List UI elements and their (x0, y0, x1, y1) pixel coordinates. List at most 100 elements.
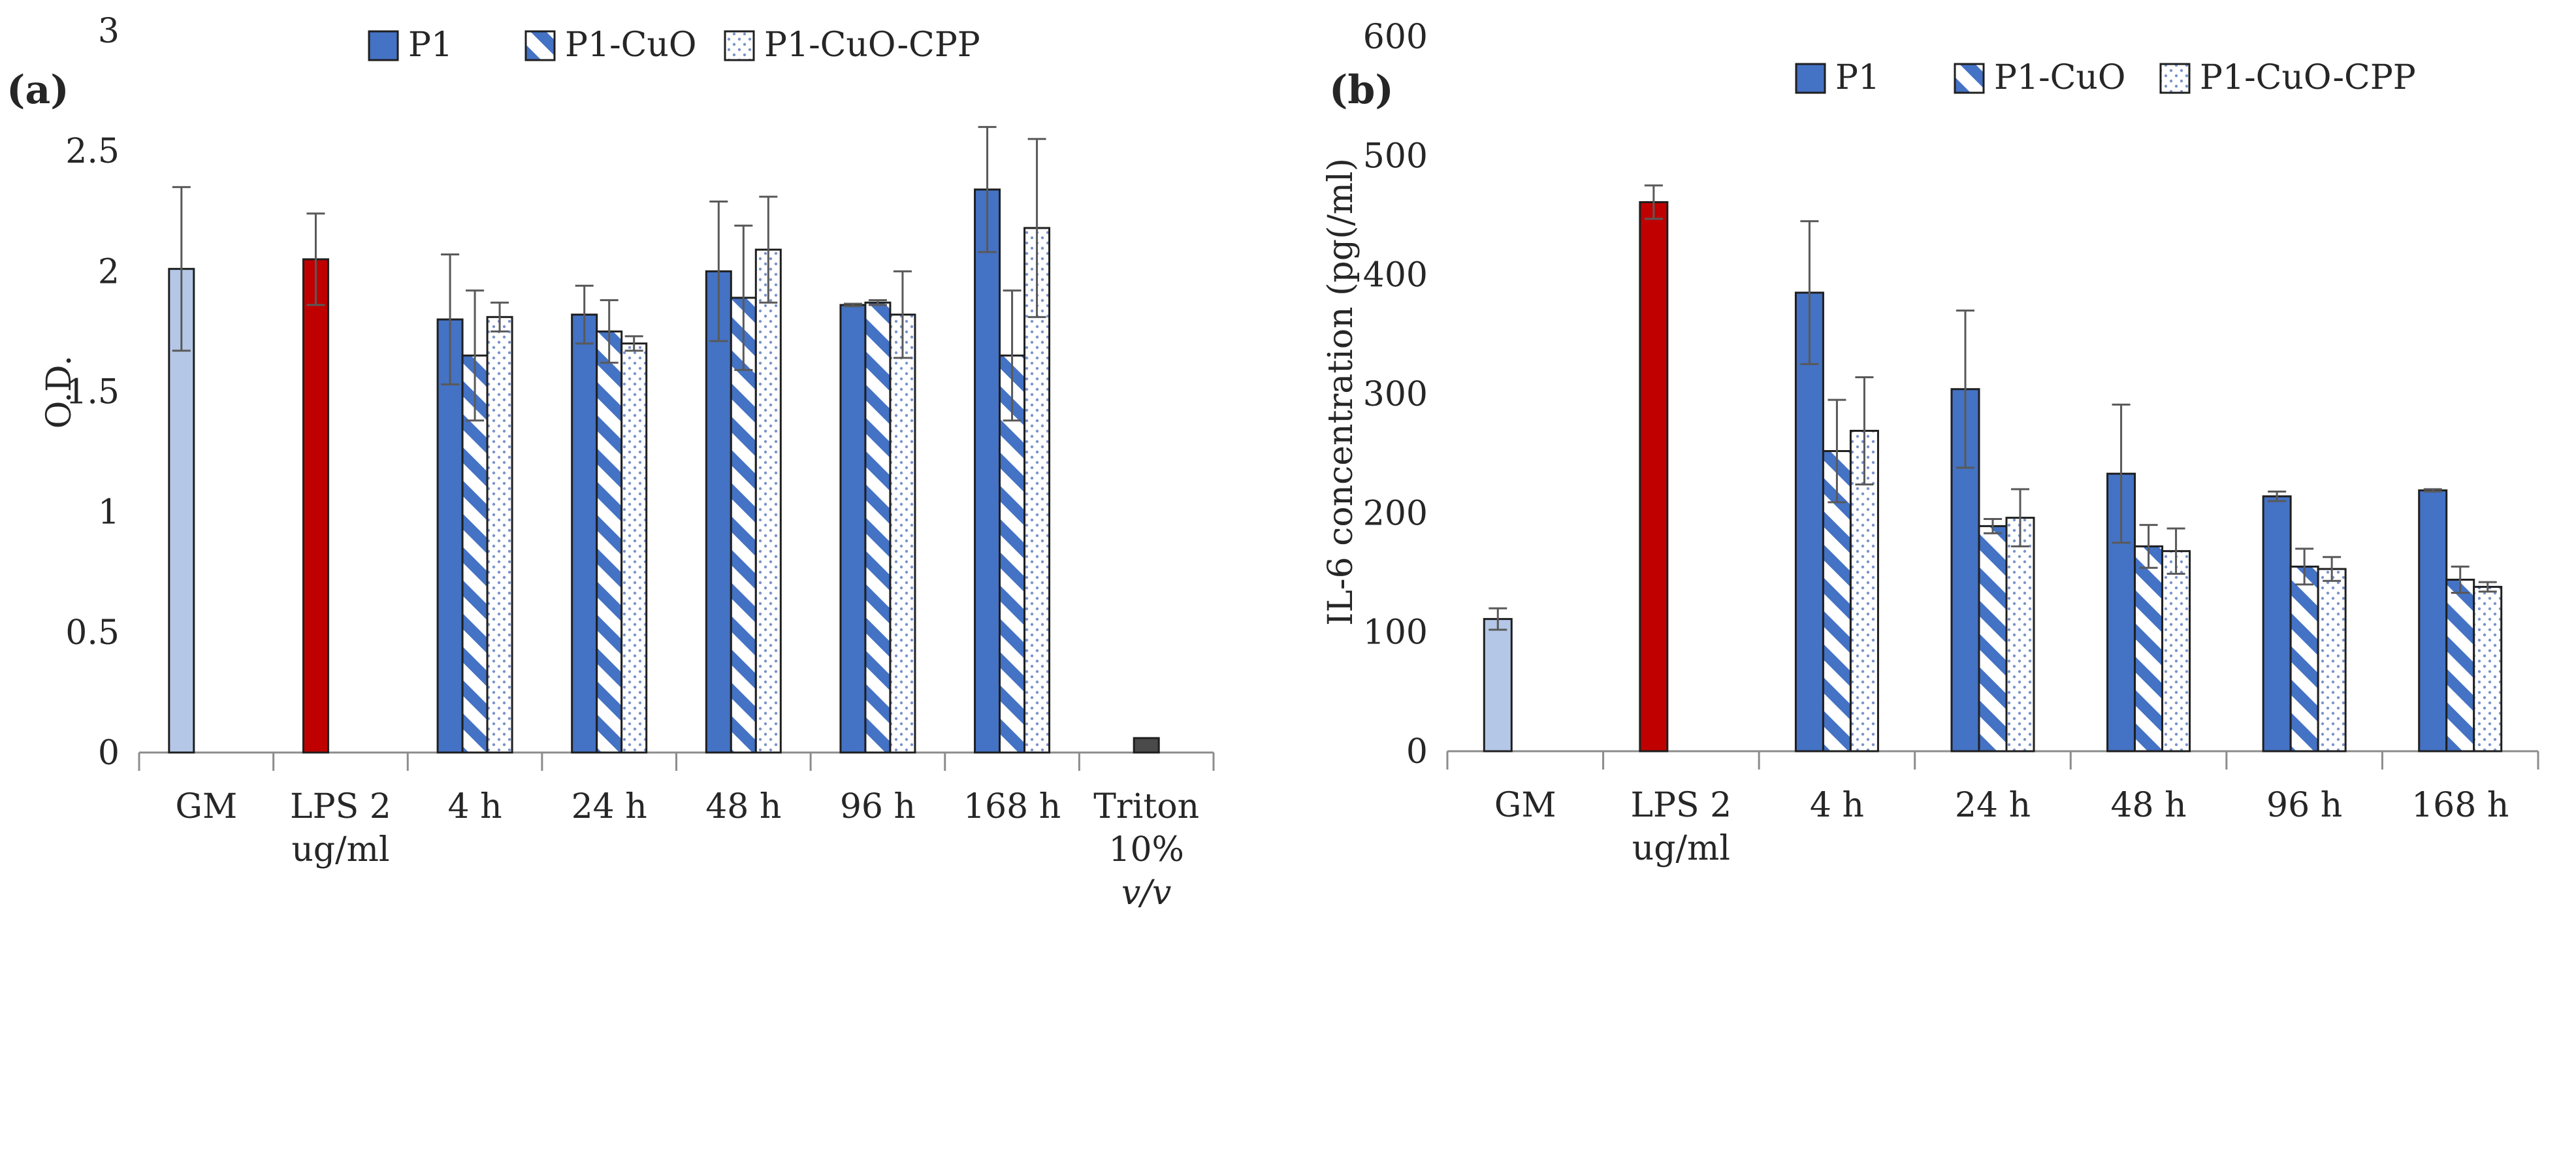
bar-b-24-h-p1-cuo (1978, 525, 2008, 753)
x-tick-label-b: GM (1494, 786, 1556, 825)
legend-swatch-b-p1-cuo-cpp (2159, 63, 2191, 94)
bar-b-96-h-p1-cuo (2289, 565, 2319, 753)
legend-swatch-b-p1-cuo (1954, 63, 1985, 94)
bar-b-lps-2-lps (1639, 201, 1669, 753)
legend-label-b-p1-cuo-cpp: P1-CuO-CPP (2200, 58, 2416, 97)
error-bar-b-96-h-p1-cuo-cpp (2323, 556, 2342, 582)
legend-label-a-p1-cuo-cpp: P1-CuO-CPP (764, 25, 980, 65)
legend-label-b-p1-cuo: P1-CuO (1994, 58, 2126, 97)
bar-b-48-h-p1-cuo-cpp (2161, 550, 2191, 753)
bar-b-168-h-p1 (2418, 489, 2448, 753)
bar-a-4-h-p1-cuo-cpp (486, 316, 513, 754)
error-bar-a-gm-gm (172, 186, 191, 352)
chart-panel-b: (b) IL-6 concentration (pg(/ml) 0 100 200 300… (1321, 18, 2539, 868)
x-tick-label-a: 24 h (572, 787, 647, 826)
error-bar-a-4-h-p1-cuo (466, 289, 485, 422)
chart-panel-a: (a) O.D. 0 0.5 1 1.5 2 2.5 3 GM LPS 2 ug/ml 4 h 24 h 4… (7, 12, 1215, 913)
y-tick-label-a: 0 (98, 734, 120, 773)
legend-label-a-p1-cuo: P1-CuO (565, 25, 697, 65)
bar-a-48-h-p1-cuo-cpp (754, 248, 782, 754)
legend-swatch-a-p1 (368, 30, 399, 61)
bar-b-24-h-p1-cuo-cpp (2005, 517, 2035, 753)
bar-b-168-h-p1-cuo-cpp (2473, 585, 2503, 753)
error-bar-a-168-h-p1-cuo-cpp (1027, 138, 1046, 318)
bar-a-4-h-p1-cuo (461, 354, 489, 754)
error-bar-a-48-h-p1 (709, 201, 728, 342)
legend-label-b-p1: P1 (1835, 58, 1880, 97)
error-bar-b-96-h-p1-cuo (2295, 547, 2314, 586)
bar-b-96-h-p1 (2262, 495, 2292, 753)
x-tick-label-a: GM (175, 787, 237, 826)
bar-b-gm-gm (1483, 618, 1513, 753)
error-bar-a-24-h-p1 (575, 284, 594, 345)
error-bar-a-96-h-p1-cuo-cpp (893, 270, 912, 359)
x-tick-label-a: 48 h (705, 787, 781, 826)
y-tick-label-a: 1 (98, 493, 120, 532)
y-tick-label-b: 200 (1363, 494, 1428, 533)
y-axis-title-b: IL-6 concentration (pg(/ml) (1321, 158, 1360, 626)
error-bar-a-24-h-p1-cuo (600, 299, 619, 364)
y-axis-title-a: O.D. (40, 355, 79, 429)
y-tick-label-b: 300 (1363, 375, 1428, 414)
error-bar-a-168-h-p1 (978, 125, 997, 253)
x-tick-label-b: 4 h (1810, 786, 1864, 825)
y-tick-label-b: 0 (1406, 732, 1428, 771)
error-bar-a-48-h-p1-cuo (734, 224, 753, 371)
error-bar-b-48-h-p1-cuo-cpp (2166, 527, 2185, 575)
y-tick-label-a: 0.5 (65, 613, 120, 653)
error-bar-b-48-h-p1 (2112, 403, 2131, 544)
x-tick-label-a: LPS 2 ug/ml (290, 787, 391, 869)
y-tick-label-b: 600 (1363, 18, 1428, 57)
bar-b-168-h-p1-cuo (2445, 578, 2475, 753)
error-bar-b-lps-2-lps (1644, 184, 1663, 220)
y-tick-label-b: 500 (1363, 137, 1428, 176)
y-tick-label-b: 100 (1363, 613, 1428, 653)
x-tick-label-b: 96 h (2266, 786, 2342, 825)
x-tick-label-b: 168 h (2411, 786, 2509, 825)
legend-label-a-p1: P1 (408, 25, 453, 65)
error-bar-b-168-h-p1 (2423, 488, 2442, 493)
error-bar-b-4-h-p1-cuo (1827, 398, 1846, 504)
bar-a-lps-2-lps (302, 258, 329, 754)
error-bar-a-48-h-p1-cuo-cpp (759, 195, 778, 304)
error-bar-b-gm-gm (1489, 607, 1507, 631)
legend-swatch-a-p1-cuo (524, 30, 556, 61)
x-tick-label-a: 96 h (840, 787, 916, 826)
bar-a-24-h-p1 (571, 314, 598, 754)
bar-a-96-h-p1-cuo-cpp (889, 314, 916, 754)
error-bar-b-168-h-p1-cuo (2451, 565, 2470, 594)
bar-a-24-h-p1-cuo (596, 330, 623, 754)
error-bar-a-168-h-p1-cuo (1003, 289, 1022, 422)
error-bar-b-4-h-p1-cuo-cpp (1855, 376, 1874, 486)
error-bar-b-168-h-p1-cuo-cpp (2478, 581, 2497, 593)
bar-b-96-h-p1-cuo-cpp (2317, 568, 2347, 753)
panel-label-b: (b) (1329, 67, 1394, 113)
bar-a-triton-triton (1133, 737, 1160, 754)
x-tick-label-a: Triton 10% v/v (1093, 787, 1199, 913)
y-tick-label-a: 1.5 (65, 373, 120, 412)
error-bar-b-96-h-p1 (2268, 491, 2287, 502)
error-bar-b-48-h-p1-cuo (2139, 524, 2158, 569)
error-bar-b-24-h-p1 (1956, 309, 1974, 469)
x-tick-label-b: 24 h (1955, 786, 2031, 825)
bar-a-96-h-p1-cuo (864, 301, 892, 754)
y-tick-label-a: 2 (98, 252, 120, 291)
error-bar-a-96-h-p1 (843, 302, 862, 308)
panel-label-a: (a) (7, 67, 69, 113)
error-bar-a-lps-2-lps (306, 212, 325, 306)
error-bar-a-24-h-p1-cuo-cpp (624, 335, 643, 352)
y-tick-label-b: 400 (1363, 256, 1428, 295)
legend-swatch-a-p1-cuo-cpp (724, 30, 755, 61)
error-bar-b-24-h-p1-cuo-cpp (2011, 488, 2029, 547)
bar-a-48-h-p1 (705, 270, 732, 754)
bar-a-gm-gm (168, 268, 195, 754)
y-tick-label-a: 3 (98, 12, 120, 51)
x-tick-label-b: LPS 2 ug/ml (1630, 786, 1731, 868)
bar-a-168-h-p1 (974, 188, 1001, 754)
y-tick-label-a: 2.5 (65, 132, 120, 171)
bar-a-24-h-p1-cuo-cpp (620, 342, 648, 754)
error-bar-b-24-h-p1-cuo (1984, 517, 2002, 534)
error-bar-a-4-h-p1-cuo-cpp (491, 301, 509, 332)
x-tick-label-a: 4 h (448, 787, 502, 826)
bar-b-48-h-p1-cuo (2134, 545, 2164, 753)
